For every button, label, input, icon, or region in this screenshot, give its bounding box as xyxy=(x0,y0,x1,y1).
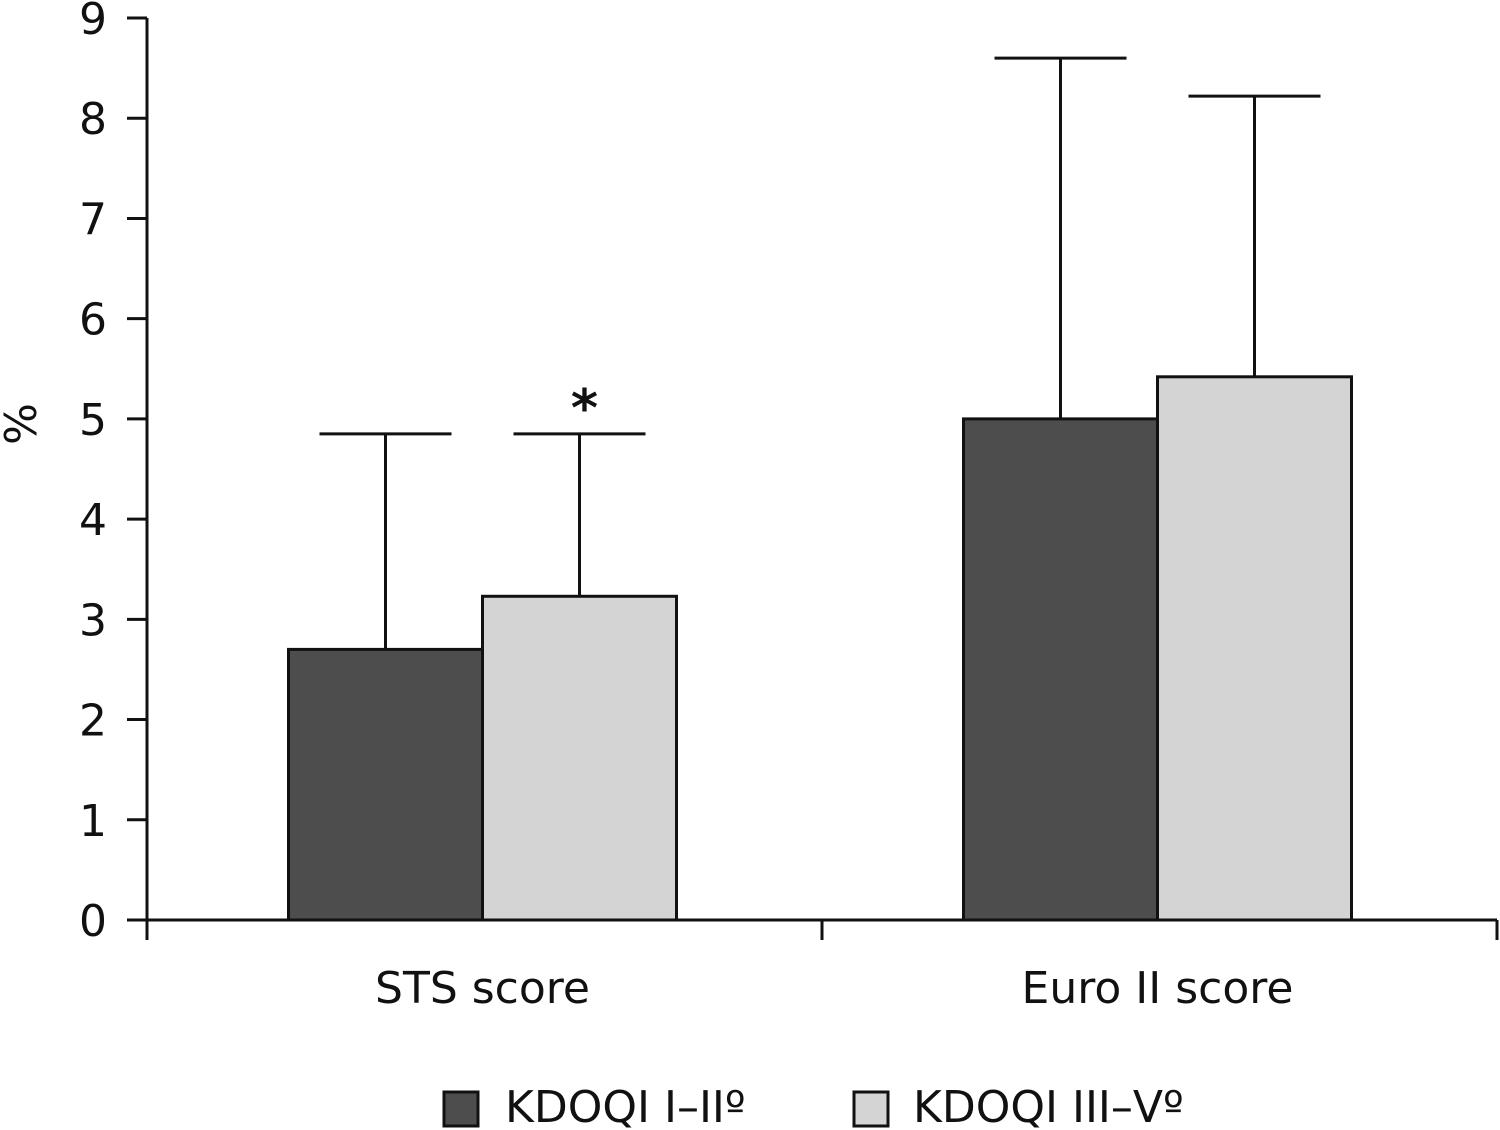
axes: 0 1 2 3 4 5 6 7 8 9 STS score Euro II score% xyxy=(0,0,1499,1014)
bar xyxy=(287,647,484,922)
legend-swatch xyxy=(852,1090,890,1128)
bar xyxy=(1156,375,1353,922)
x-category-label: STS score xyxy=(375,963,590,1014)
y-tick-label: 0 xyxy=(79,896,107,947)
y-tick-label: 7 xyxy=(79,194,107,245)
legend-label: KDOQI III–Vº xyxy=(913,1082,1184,1130)
y-tick-label: 1 xyxy=(79,796,107,847)
legend-label: KDOQI I–IIº xyxy=(505,1082,746,1130)
legend-swatch xyxy=(442,1090,480,1128)
y-tick-label: 9 xyxy=(79,0,107,45)
y-tick-label: 3 xyxy=(79,595,107,646)
significance-marker: * xyxy=(571,379,598,439)
legend: KDOQI I–IIº KDOQI III–Vº xyxy=(442,1082,1184,1130)
y-tick-label: 4 xyxy=(79,495,107,546)
y-tick-label: 6 xyxy=(79,295,107,346)
bar xyxy=(481,594,678,922)
annotations: * xyxy=(571,379,598,439)
bar xyxy=(962,417,1159,922)
y-tick-label: 2 xyxy=(79,696,107,747)
y-tick-label: 8 xyxy=(79,94,107,145)
error-bars xyxy=(319,56,1321,650)
bars xyxy=(287,375,1353,922)
x-category-label: Euro II score xyxy=(1022,963,1294,1014)
y-tick-label: 5 xyxy=(79,395,107,446)
y-axis-label: % xyxy=(0,403,47,445)
